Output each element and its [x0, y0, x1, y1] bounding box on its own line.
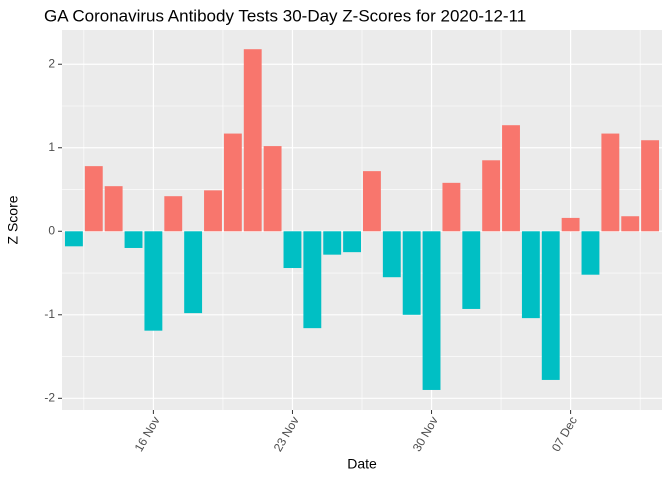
x-tick-label: 16 Nov	[132, 414, 163, 454]
bar	[402, 231, 421, 315]
y-tick-label: -2	[44, 390, 55, 404]
bar	[362, 171, 381, 232]
bar	[482, 160, 501, 232]
bar	[561, 217, 580, 232]
bar	[303, 231, 322, 329]
bar	[243, 49, 262, 232]
bar	[164, 196, 183, 232]
y-tick-label: -1	[44, 307, 55, 321]
y-tick-label: 2	[48, 56, 55, 70]
bar	[283, 231, 302, 269]
bar	[621, 216, 640, 232]
bar	[204, 190, 222, 232]
bar	[442, 182, 461, 232]
bars	[64, 49, 660, 390]
bar	[422, 231, 441, 390]
bar	[382, 231, 401, 278]
chart-title: GA Coronavirus Antibody Tests 30-Day Z-S…	[44, 6, 526, 25]
bar	[263, 146, 282, 232]
bar	[84, 166, 103, 232]
bar	[462, 231, 481, 309]
x-tick-label: 23 Nov	[271, 414, 302, 454]
bar	[144, 231, 163, 331]
bar	[124, 231, 143, 248]
bar	[64, 231, 83, 247]
bar	[184, 231, 203, 314]
x-tick-label: 30 Nov	[410, 414, 441, 454]
bar	[104, 186, 123, 232]
bar	[521, 231, 540, 319]
y-tick-label: 0	[48, 223, 55, 237]
y-tick-label: 1	[48, 140, 55, 154]
x-axis-title: Date	[347, 456, 377, 472]
bar	[641, 140, 660, 232]
bar	[581, 231, 600, 275]
bar	[541, 231, 560, 380]
bar	[601, 133, 620, 232]
bar	[323, 231, 342, 255]
bar	[223, 133, 242, 232]
bar	[343, 231, 362, 253]
x-tick-label: 07 Dec	[549, 414, 580, 454]
y-axis-title: Z Score	[5, 195, 21, 244]
bar	[502, 125, 520, 232]
